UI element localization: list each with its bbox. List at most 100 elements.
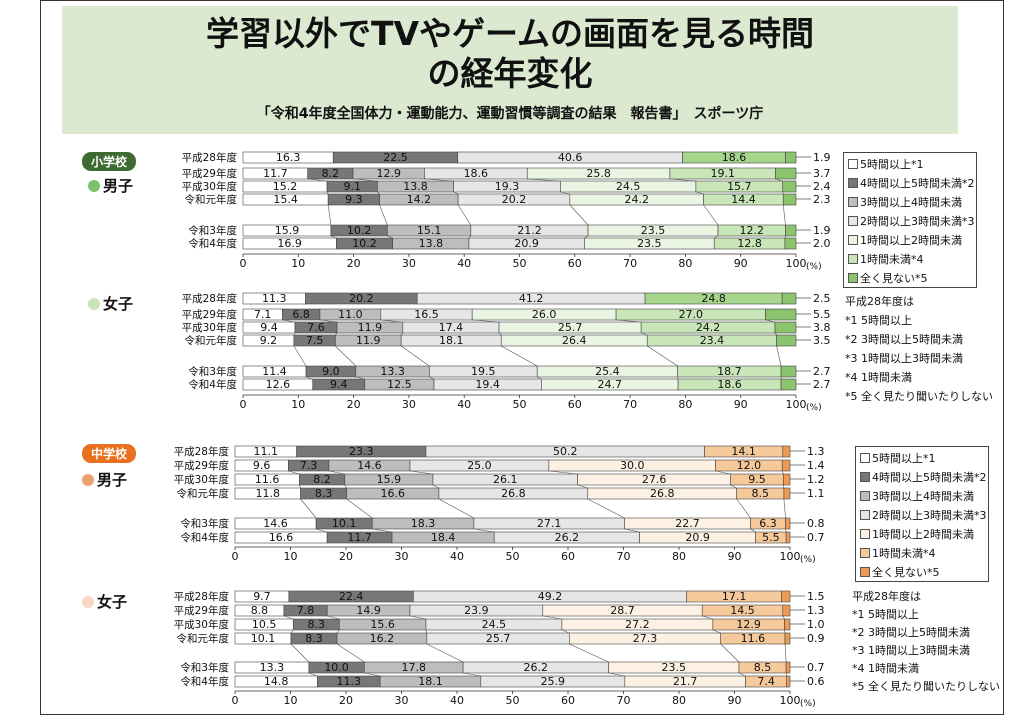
data-label: 25.8 bbox=[586, 167, 611, 180]
data-label: 1.0 bbox=[807, 618, 825, 631]
bar-segment bbox=[785, 517, 791, 530]
unit-label: (%) bbox=[800, 699, 816, 709]
x-tick-label: 100 bbox=[780, 550, 801, 563]
elementary-badge: 小学校 bbox=[82, 152, 137, 171]
legend-swatch bbox=[860, 567, 870, 577]
connector-line bbox=[781, 470, 784, 475]
x-tick-label: 0 bbox=[240, 398, 247, 411]
category-label: 令和元年度 bbox=[177, 487, 230, 500]
legend-text: 全く見ない*5 bbox=[872, 566, 940, 579]
data-label: 26.8 bbox=[650, 487, 675, 500]
legend-item: 全く見ない*5 bbox=[860, 564, 940, 580]
data-label: 11.6 bbox=[255, 473, 280, 486]
data-label: 27.1 bbox=[537, 517, 562, 530]
connector-line bbox=[400, 332, 404, 336]
connector-line bbox=[425, 629, 428, 634]
data-label: 15.9 bbox=[275, 224, 300, 237]
connector-line bbox=[527, 178, 561, 182]
connector-line bbox=[326, 191, 329, 195]
legend-text: 2時間以上3時間未満*3 bbox=[872, 509, 987, 522]
legend-swatch bbox=[860, 472, 870, 482]
legend-item: 5時間以上*1 bbox=[848, 156, 924, 172]
data-label: 17.4 bbox=[439, 321, 464, 334]
x-tick-label: 40 bbox=[450, 694, 464, 707]
data-label: 27.6 bbox=[642, 473, 667, 486]
data-label: 25.7 bbox=[558, 321, 583, 334]
connector-line bbox=[775, 178, 783, 182]
data-label: 7.3 bbox=[300, 459, 318, 472]
data-label: 18.6 bbox=[464, 167, 489, 180]
data-label: 12.8 bbox=[737, 237, 762, 250]
connector-line bbox=[738, 672, 746, 677]
footnote-line: *3 1時間以上3時間未満 bbox=[852, 644, 970, 657]
data-label: 2.4 bbox=[813, 180, 831, 193]
category-label: 平成30年度 bbox=[174, 473, 230, 486]
data-label: 1.3 bbox=[807, 604, 825, 617]
data-label: 0.7 bbox=[807, 531, 825, 544]
x-tick-label: 10 bbox=[284, 550, 298, 563]
data-label: 19.3 bbox=[495, 180, 520, 193]
x-tick-label: 60 bbox=[561, 694, 575, 707]
connector-line bbox=[316, 528, 328, 533]
data-label: 14.8 bbox=[264, 675, 289, 688]
data-label: 11.7 bbox=[347, 531, 372, 544]
connector-line bbox=[380, 319, 403, 323]
bar-segment bbox=[785, 531, 791, 544]
data-label: 1.4 bbox=[807, 459, 825, 472]
data-label: 16.3 bbox=[276, 151, 301, 164]
connector-line bbox=[548, 470, 578, 475]
bar-segment bbox=[782, 604, 791, 617]
x-tick-label: 20 bbox=[339, 550, 353, 563]
x-tick-label: 40 bbox=[457, 398, 471, 411]
connector-line bbox=[702, 615, 713, 620]
legend-item: 4時間以上5時間未満*2 bbox=[848, 175, 975, 191]
connector-line bbox=[429, 376, 435, 380]
data-label: 23.5 bbox=[661, 661, 686, 674]
data-label: 1.9 bbox=[813, 151, 831, 164]
x-tick-label: 10 bbox=[291, 257, 305, 270]
data-label: 24.5 bbox=[616, 180, 641, 193]
data-label: 10.1 bbox=[251, 632, 276, 645]
connector-line bbox=[426, 643, 464, 663]
connector-line bbox=[784, 235, 786, 239]
x-tick-label: 100 bbox=[786, 257, 807, 270]
x-tick-label: 20 bbox=[347, 398, 361, 411]
connector-line bbox=[774, 332, 777, 336]
connector-line bbox=[387, 235, 393, 239]
legend-item: 1時間未満*4 bbox=[860, 545, 936, 561]
data-label: 13.8 bbox=[403, 180, 428, 193]
data-label: 17.1 bbox=[722, 590, 747, 603]
connector-line bbox=[344, 484, 347, 489]
bar-segment bbox=[782, 445, 791, 458]
data-label: 26.2 bbox=[524, 661, 549, 674]
data-label: 11.3 bbox=[336, 675, 361, 688]
data-label: 9.4 bbox=[330, 378, 348, 391]
legend-swatch bbox=[848, 273, 858, 283]
connector-line bbox=[432, 484, 440, 489]
data-label: 2.0 bbox=[813, 237, 831, 250]
bar-segment bbox=[776, 334, 797, 347]
x-tick-label: 80 bbox=[672, 694, 686, 707]
footnote-line: *3 1時間以上3時間未満 bbox=[845, 352, 963, 365]
legend-text: 1時間未満*4 bbox=[872, 547, 936, 560]
legend-text: 3時間以上4時間未満 bbox=[860, 196, 962, 209]
data-label: 8.5 bbox=[754, 661, 772, 674]
bar-segment bbox=[775, 167, 797, 180]
jh-boys-label: 男子 bbox=[82, 469, 127, 490]
connector-line bbox=[784, 629, 786, 634]
data-label: 24.8 bbox=[701, 292, 726, 305]
connector-line bbox=[330, 235, 337, 239]
category-label: 令和3年度 bbox=[188, 224, 237, 237]
connector-line bbox=[453, 191, 459, 195]
category-label: 平成29年度 bbox=[182, 308, 238, 321]
connector-line bbox=[355, 376, 365, 380]
data-label: 18.6 bbox=[717, 378, 742, 391]
connector-line bbox=[608, 672, 625, 677]
data-label: 25.9 bbox=[541, 675, 566, 688]
connector-line bbox=[336, 629, 340, 634]
x-tick-label: 90 bbox=[734, 398, 748, 411]
category-label: 平成29年度 bbox=[174, 459, 230, 472]
data-label: 25.0 bbox=[467, 459, 492, 472]
data-label: 23.4 bbox=[700, 334, 725, 347]
